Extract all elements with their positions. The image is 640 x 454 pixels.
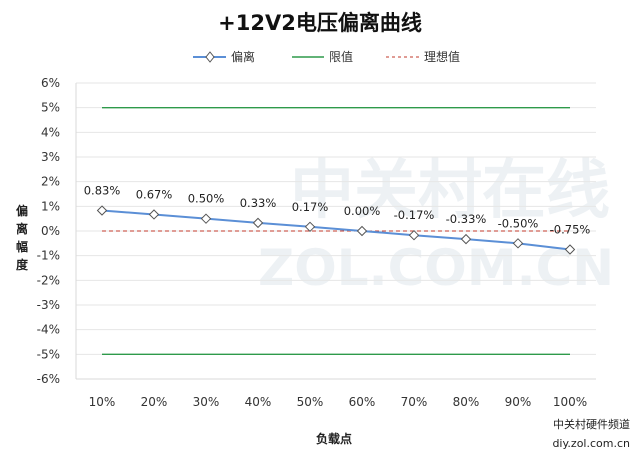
data-label: 0.33%: [240, 196, 277, 210]
legend: 偏离 限值 理想值: [193, 49, 460, 64]
deviation-line: [101, 209, 571, 251]
data-label: 0.17%: [292, 200, 329, 214]
x-tick-label: 10%: [89, 395, 116, 409]
y-tick-label: -1%: [37, 249, 60, 263]
watermark-line1: 中关村在线: [290, 154, 610, 228]
x-tick-label: 60%: [349, 395, 376, 409]
deviation-point: [356, 225, 368, 237]
x-tick-label: 100%: [553, 395, 587, 409]
data-label: -0.75%: [550, 223, 591, 237]
y-tick-label: -6%: [37, 372, 60, 386]
y-tick-label: 2%: [41, 175, 60, 189]
y-tick-label: 4%: [41, 125, 60, 139]
deviation-point: [252, 217, 264, 229]
deviation-point: [564, 244, 576, 255]
deviation-point: [96, 205, 108, 216]
y-tick-label: -3%: [37, 298, 60, 312]
data-series: [96, 205, 576, 255]
x-tick-label: 70%: [401, 395, 428, 409]
y-tick-label: -2%: [37, 273, 60, 287]
y-tick-label: 5%: [41, 101, 60, 115]
deviation-point: [304, 221, 316, 233]
y-tick-label: 0%: [41, 224, 60, 238]
legend-item-ideal: 理想值: [386, 49, 460, 64]
legend-label-limit: 限值: [329, 49, 353, 64]
x-tick-label: 20%: [141, 395, 168, 409]
y-tick-label: 3%: [41, 150, 60, 164]
credit-line1: 中关村硬件频道: [553, 417, 630, 431]
data-label: 0.67%: [136, 187, 173, 201]
data-label: 0.83%: [84, 184, 121, 198]
y-axis-title-char: 度: [16, 257, 29, 272]
reference-lines: [102, 107, 570, 355]
x-tick-label: 90%: [505, 395, 532, 409]
deviation-point: [512, 238, 524, 249]
deviation-point: [460, 233, 472, 245]
data-labels: 0.83% 0.67% 0.50% 0.33% 0.17% 0.00% -0.17% -0.3…: [84, 184, 591, 237]
legend-item-deviation: 偏离: [193, 49, 255, 64]
deviation-point: [148, 209, 160, 220]
legend-marker-deviation: [205, 51, 215, 63]
credit-line2: diy.zol.com.cn: [552, 437, 630, 450]
y-tick-label: 6%: [41, 76, 60, 90]
data-label: -0.33%: [446, 212, 487, 226]
x-axis-title: 负载点: [316, 431, 352, 446]
x-tick-label: 30%: [193, 395, 220, 409]
legend-item-limit: 限值: [292, 49, 353, 64]
legend-label-deviation: 偏离: [231, 49, 255, 64]
data-label: -0.50%: [498, 216, 539, 230]
y-tick-label: 1%: [41, 199, 60, 213]
deviation-point: [200, 213, 212, 224]
data-label: 0.00%: [344, 204, 381, 218]
deviation-point: [408, 229, 420, 241]
x-tick-label: 50%: [297, 395, 324, 409]
x-tick-label: 80%: [453, 395, 480, 409]
y-tick-label: -4%: [37, 323, 60, 337]
y-axis-title: 偏离幅度: [16, 203, 29, 272]
x-tick-labels: 10% 20% 30% 40% 50% 60% 70% 80% 90% 100%: [89, 395, 587, 409]
chart-title: +12V2电压偏离曲线: [218, 11, 422, 35]
data-label: 0.50%: [188, 192, 225, 206]
y-axis-title-char: 偏: [16, 203, 28, 218]
y-axis-title-char: 离: [16, 221, 28, 236]
y-tick-labels: 6% 5% 4% 3% 2% 1% 0% -1% -2% -3% -4% -5% -6%: [37, 76, 60, 386]
y-tick-label: -5%: [37, 347, 60, 361]
x-tick-label: 40%: [245, 395, 272, 409]
y-axis-title-char: 幅: [16, 239, 28, 254]
credit: 中关村硬件频道 diy.zol.com.cn: [552, 417, 630, 450]
data-label: -0.17%: [394, 208, 435, 222]
legend-label-ideal: 理想值: [424, 49, 460, 64]
